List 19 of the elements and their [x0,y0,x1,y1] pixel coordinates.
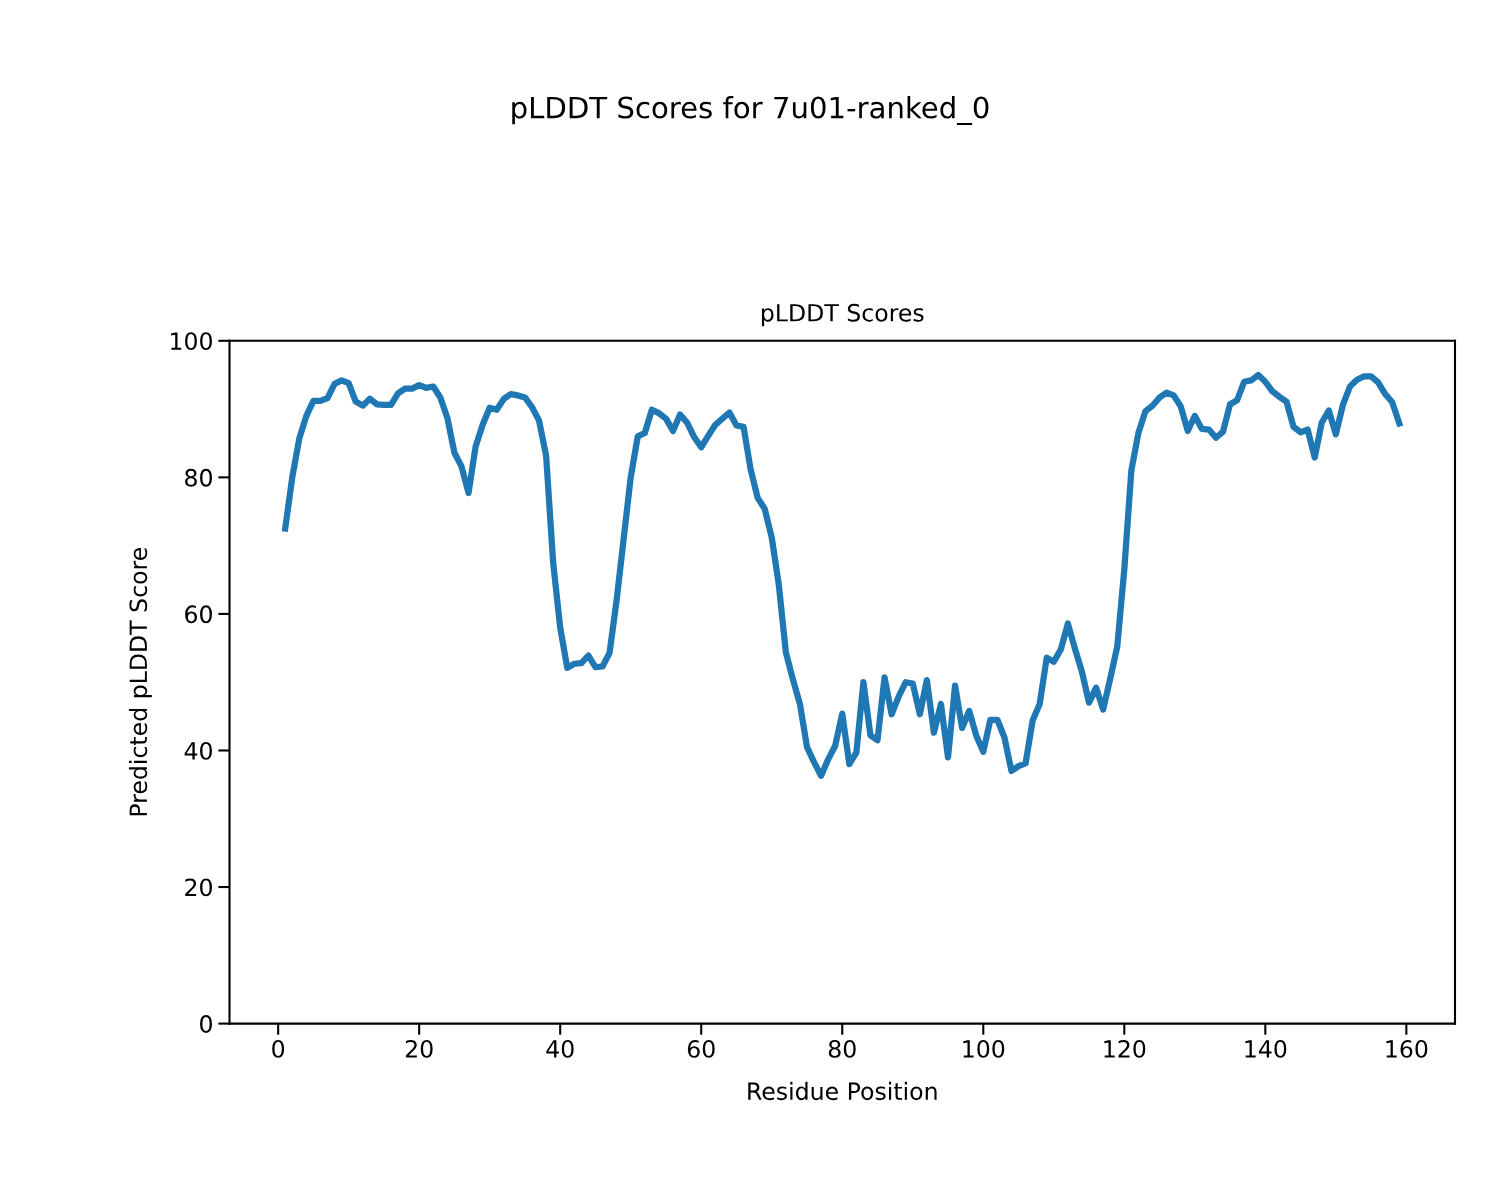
x-tick-label: 20 [405,1039,433,1058]
x-tick-label: 0 [272,1039,285,1058]
y-tick-label: 100 [171,332,212,351]
x-tick-label: 80 [828,1039,856,1058]
x-tick-label: 40 [546,1039,574,1058]
x-axis-title: Residue Position [748,1081,937,1101]
x-tick-label: 160 [1386,1039,1428,1058]
chart-title: pLDDT Scores [761,303,924,327]
x-tick-label: 120 [1104,1039,1146,1058]
y-tick-label: 20 [185,878,212,897]
y-tick-label: 0 [200,1015,212,1033]
chart-subtitle: pLDDT Scores for 7u01-ranked_0 [512,96,989,126]
x-tick-label: 100 [963,1039,1005,1058]
y-tick-label: 40 [184,741,212,760]
y-tick-label: 80 [185,468,212,487]
x-tick-label: 60 [687,1039,715,1058]
y-axis-title: Predicted pLDDT Score [128,548,152,816]
x-tick-label: 140 [1245,1039,1287,1058]
y-tick-label: 60 [185,605,212,624]
